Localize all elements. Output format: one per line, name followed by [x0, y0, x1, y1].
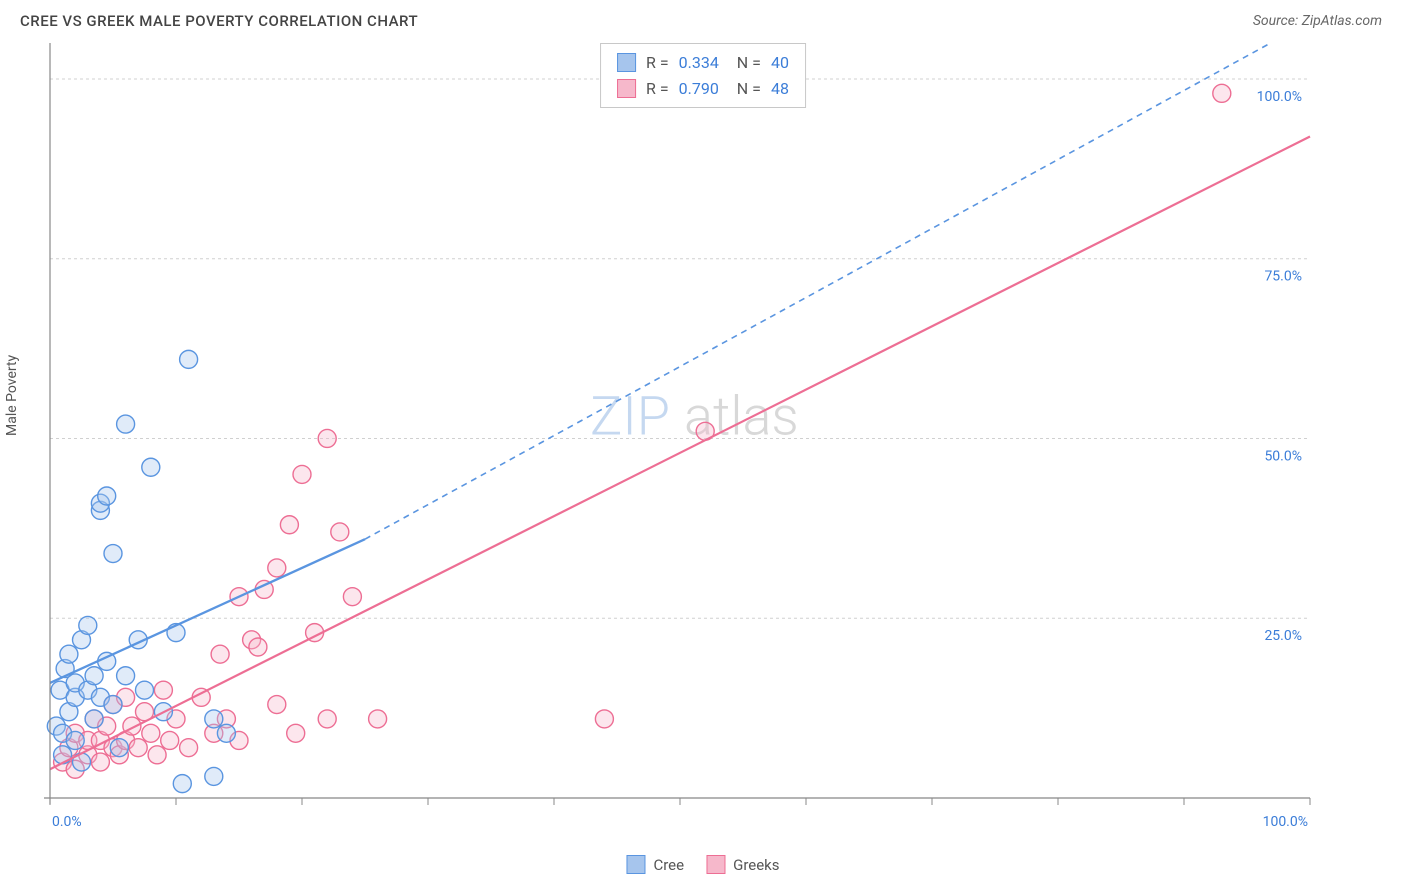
chart-title: CREE VS GREEK MALE POVERTY CORRELATION C…	[20, 12, 418, 30]
cree-point	[142, 458, 160, 476]
cree-r-value: 0.334	[679, 50, 719, 76]
scatter-chart: 25.0%50.0%75.0%100.0%ZIPatlas0.0%100.0%	[20, 38, 1340, 878]
greeks-point	[161, 731, 179, 749]
greeks-point	[318, 710, 336, 728]
greeks-point	[154, 681, 172, 699]
x-min-label: 0.0%	[52, 814, 82, 830]
legend-r-label: R =	[646, 76, 669, 102]
y-tick-label: 50.0%	[1264, 448, 1302, 464]
legend-swatch-icon	[626, 855, 645, 874]
cree-point	[217, 724, 235, 742]
greeks-point	[343, 588, 361, 606]
greeks-point	[148, 746, 166, 764]
greeks-point	[129, 739, 147, 757]
greeks-point	[249, 638, 267, 656]
cree-point	[104, 696, 122, 714]
source-label: Source: ZipAtlas.com	[1253, 13, 1382, 29]
greeks-point	[180, 739, 198, 757]
y-tick-label: 25.0%	[1264, 628, 1302, 644]
cree-point	[104, 545, 122, 563]
legend-row-greeks: R = 0.790 N = 48	[617, 76, 789, 102]
legend-item: Cree	[626, 855, 684, 874]
greeks-point	[268, 559, 286, 577]
greeks-point	[318, 429, 336, 447]
legend-r-label: R =	[646, 50, 669, 76]
cree-swatch-icon	[617, 53, 636, 72]
greeks-r-value: 0.790	[679, 76, 719, 102]
trend-line	[50, 539, 365, 683]
cree-point	[110, 739, 128, 757]
cree-point	[136, 681, 154, 699]
legend-label: Greeks	[733, 856, 779, 874]
trend-line	[50, 136, 1310, 769]
cree-point	[180, 350, 198, 368]
cree-point	[98, 487, 116, 505]
cree-point	[79, 616, 97, 634]
cree-point	[54, 746, 72, 764]
cree-point	[205, 767, 223, 785]
legend-swatch-icon	[706, 855, 725, 874]
greeks-point	[142, 724, 160, 742]
series-legend: Cree Greeks	[626, 855, 779, 874]
cree-point	[85, 710, 103, 728]
chart-container: Male Poverty 25.0%50.0%75.0%100.0%ZIPatl…	[20, 38, 1386, 878]
cree-n-value: 40	[771, 50, 789, 76]
cree-point	[173, 775, 191, 793]
greeks-point	[287, 724, 305, 742]
greeks-point	[331, 523, 349, 541]
greeks-point	[595, 710, 613, 728]
legend-n-label: N =	[729, 76, 761, 102]
correlation-legend: R = 0.334 N = 40 R = 0.790 N = 48	[600, 43, 806, 108]
cree-point	[85, 667, 103, 685]
x-max-label: 100.0%	[1263, 814, 1308, 830]
greeks-point	[280, 516, 298, 534]
greeks-point	[1213, 84, 1231, 102]
greeks-point	[91, 753, 109, 771]
greeks-n-value: 48	[771, 76, 789, 102]
greeks-point	[268, 696, 286, 714]
legend-n-label: N =	[729, 50, 761, 76]
y-tick-label: 100.0%	[1257, 89, 1302, 105]
cree-point	[205, 710, 223, 728]
y-axis-label: Male Poverty	[4, 355, 20, 436]
greeks-swatch-icon	[617, 79, 636, 98]
legend-row-cree: R = 0.334 N = 40	[617, 50, 789, 76]
legend-label: Cree	[653, 856, 684, 874]
greeks-point	[211, 645, 229, 663]
cree-point	[60, 645, 78, 663]
cree-point	[117, 415, 135, 433]
trend-line-extension	[365, 43, 1271, 539]
greeks-point	[293, 465, 311, 483]
y-tick-label: 75.0%	[1264, 269, 1302, 285]
cree-point	[66, 731, 84, 749]
cree-point	[117, 667, 135, 685]
watermark-text: ZIP	[590, 386, 670, 449]
legend-item: Greeks	[706, 855, 779, 874]
greeks-point	[369, 710, 387, 728]
